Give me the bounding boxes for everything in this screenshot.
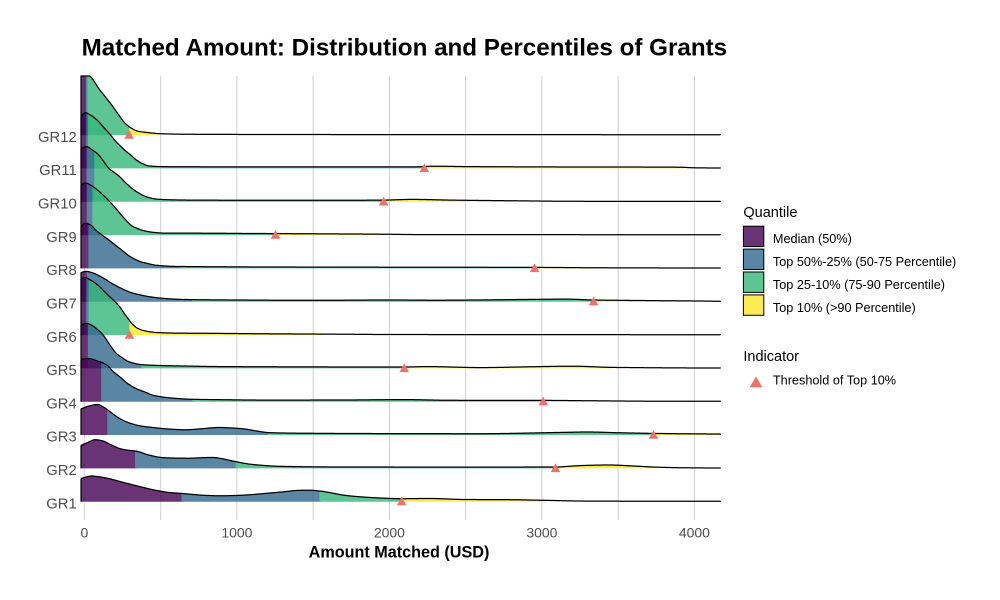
svg-text:GR5: GR5	[46, 363, 76, 379]
svg-text:GR11: GR11	[39, 163, 77, 179]
svg-text:GR9: GR9	[46, 230, 76, 246]
svg-text:Quantile: Quantile	[743, 205, 797, 221]
svg-text:GR10: GR10	[38, 197, 77, 213]
svg-text:GR6: GR6	[46, 330, 76, 346]
svg-text:GR12: GR12	[38, 130, 77, 146]
svg-text:0: 0	[81, 524, 89, 540]
svg-text:Top 10% (>90 Percentile): Top 10% (>90 Percentile)	[773, 301, 916, 315]
svg-text:Indicator: Indicator	[743, 349, 799, 365]
svg-text:Median (50%): Median (50%)	[773, 232, 852, 246]
svg-text:GR7: GR7	[46, 296, 76, 312]
svg-text:Amount Matched (USD): Amount Matched (USD)	[309, 544, 490, 562]
svg-text:3000: 3000	[526, 524, 557, 540]
svg-text:4000: 4000	[679, 524, 710, 540]
svg-text:Top 50%-25% (50-75 Percentile): Top 50%-25% (50-75 Percentile)	[773, 255, 956, 269]
svg-text:GR4: GR4	[46, 396, 76, 412]
svg-text:GR3: GR3	[46, 430, 76, 446]
svg-text:Top 25-10% (75-90 Percentile): Top 25-10% (75-90 Percentile)	[773, 278, 945, 292]
svg-text:Matched Amount: Distribution a: Matched Amount: Distribution and Percent…	[82, 34, 728, 61]
svg-text:1000: 1000	[221, 524, 252, 540]
svg-text:GR8: GR8	[46, 263, 76, 279]
svg-text:2000: 2000	[374, 524, 405, 540]
svg-text:Threshold of Top 10%: Threshold of Top 10%	[773, 373, 896, 387]
svg-text:GR2: GR2	[46, 463, 76, 479]
svg-text:GR1: GR1	[46, 496, 76, 512]
